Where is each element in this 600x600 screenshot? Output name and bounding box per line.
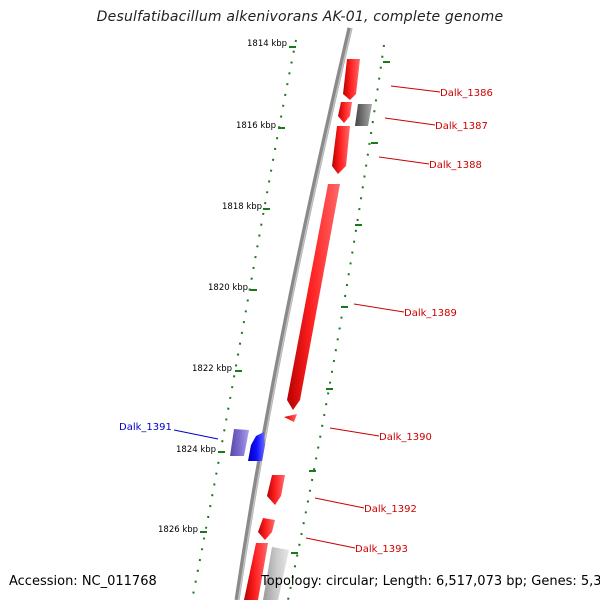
gene-label-dalk-1388[interactable]: Dalk_1388 <box>429 160 482 171</box>
gene-label-dalk-1389[interactable]: Dalk_1389 <box>404 308 457 319</box>
gene-feature-dalk-1388[interactable] <box>332 126 350 174</box>
map-title: Desulfatibacillum alkenivorans AK-01, co… <box>96 9 504 25</box>
gene-feature-dalk-1386b[interactable] <box>338 102 352 123</box>
tick-label-1824: 1824 kbp <box>176 445 216 455</box>
gene-feature-dalk-1391a[interactable] <box>230 429 249 456</box>
gene-feature-light-grey[interactable] <box>263 547 289 600</box>
inner-tick-track <box>287 44 385 600</box>
tick-label-1822: 1822 kbp <box>192 364 232 374</box>
tick-label-1816: 1816 kbp <box>236 121 276 131</box>
tick-label-1814: 1814 kbp <box>247 39 287 49</box>
gene-feature-dalk-1392[interactable] <box>267 475 285 505</box>
major-tick-marks <box>200 46 390 554</box>
tick-label-1818: 1818 kbp <box>222 202 262 212</box>
gene-label-dalk-1390[interactable]: Dalk_1390 <box>379 432 432 443</box>
gene-label-dalk-1387[interactable]: Dalk_1387 <box>435 121 488 132</box>
gene-label-dalk-1393[interactable]: Dalk_1393 <box>355 544 408 555</box>
gene-feature-dalk-1387[interactable] <box>355 104 372 126</box>
gene-feature-dalk-1391[interactable] <box>248 432 265 461</box>
gene-feature-dalk-1390[interactable] <box>284 414 297 422</box>
gene-feature-dalk-1389[interactable] <box>287 184 340 410</box>
gene-feature-dalk-1393[interactable] <box>258 518 275 540</box>
accession-text: Accession: NC_011768 <box>9 574 157 589</box>
leader-lines <box>173 85 441 549</box>
gene-label-dalk-1391[interactable]: Dalk_1391 <box>119 422 172 433</box>
gene-feature-dalk-1386[interactable] <box>343 59 360 100</box>
topology-text: Topology: circular; Length: 6,517,073 bp… <box>261 574 600 589</box>
outer-tick-track <box>191 39 297 600</box>
backbone-line <box>234 27 353 600</box>
tick-label-1820: 1820 kbp <box>208 283 248 293</box>
gene-label-dalk-1386[interactable]: Dalk_1386 <box>440 88 493 99</box>
tick-label-1826: 1826 kbp <box>158 525 198 535</box>
gene-label-dalk-1392[interactable]: Dalk_1392 <box>364 504 417 515</box>
gene-feature-dalk-1394[interactable] <box>244 543 268 600</box>
